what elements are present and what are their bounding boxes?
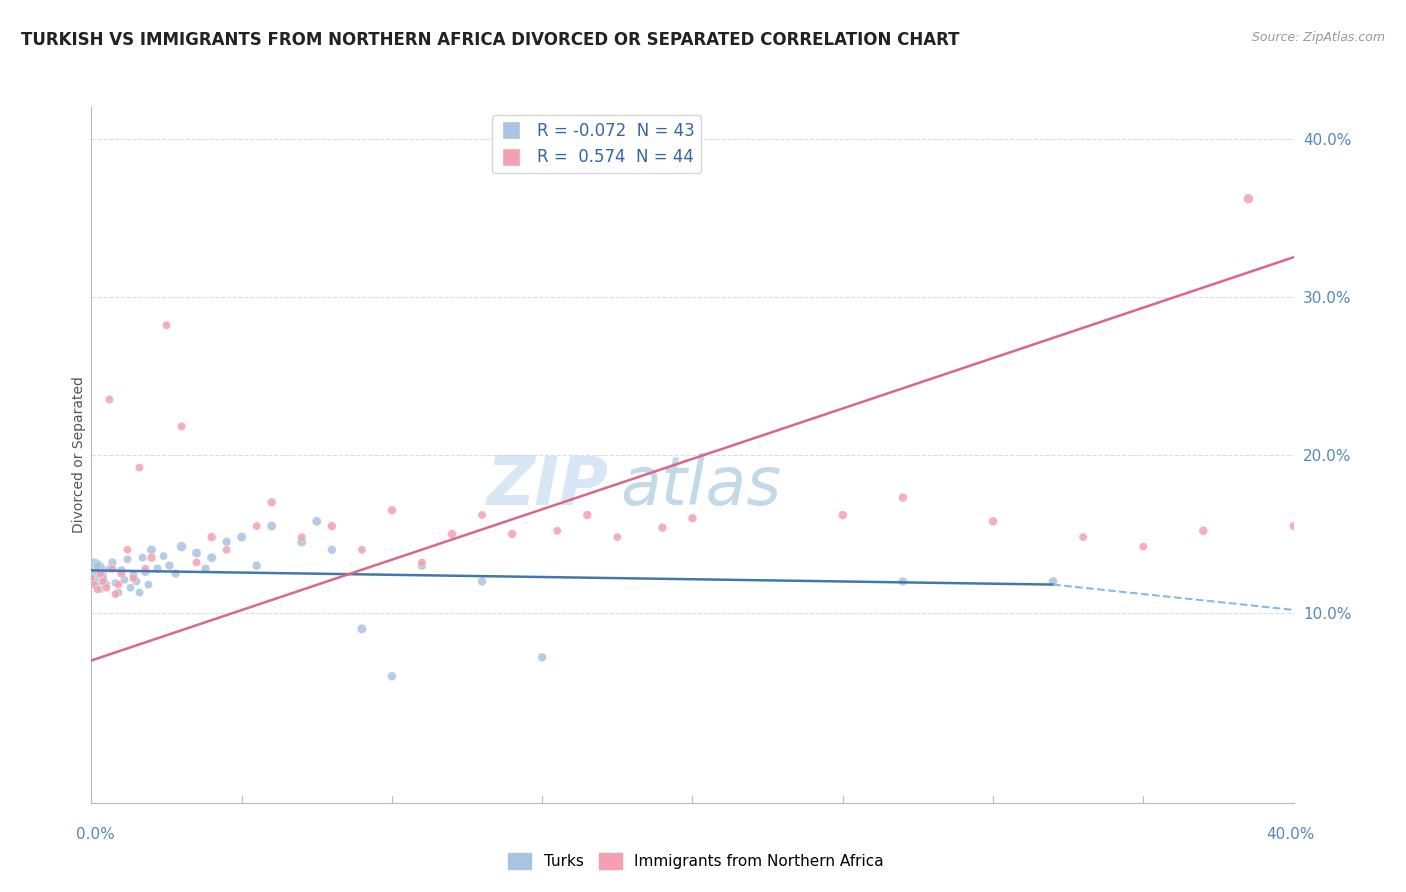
Legend: Turks, Immigrants from Northern Africa: Turks, Immigrants from Northern Africa bbox=[502, 847, 890, 875]
Point bbox=[411, 556, 433, 570]
Point bbox=[215, 542, 238, 557]
Point bbox=[201, 550, 224, 565]
Point bbox=[891, 574, 914, 589]
Point bbox=[98, 562, 121, 576]
Point bbox=[134, 562, 156, 576]
Point bbox=[138, 577, 160, 591]
Point bbox=[114, 573, 136, 587]
Point bbox=[471, 574, 494, 589]
Text: ZIP: ZIP bbox=[486, 453, 609, 519]
Point bbox=[321, 519, 343, 533]
Point bbox=[117, 552, 139, 566]
Point bbox=[1192, 524, 1215, 538]
Text: Source: ZipAtlas.com: Source: ZipAtlas.com bbox=[1251, 31, 1385, 45]
Point bbox=[98, 392, 121, 407]
Point bbox=[86, 558, 108, 573]
Point bbox=[321, 542, 343, 557]
Point bbox=[117, 542, 139, 557]
Point bbox=[981, 514, 1004, 528]
Point bbox=[107, 577, 129, 591]
Point bbox=[86, 582, 108, 597]
Point bbox=[381, 503, 404, 517]
Point bbox=[93, 574, 115, 589]
Point bbox=[96, 577, 118, 591]
Point bbox=[186, 546, 208, 560]
Point bbox=[291, 534, 314, 549]
Point bbox=[80, 566, 103, 581]
Point bbox=[170, 540, 193, 554]
Point bbox=[165, 566, 187, 581]
Point bbox=[89, 582, 111, 597]
Point bbox=[1071, 530, 1094, 544]
Point bbox=[122, 568, 145, 582]
Point bbox=[1282, 519, 1305, 533]
Point bbox=[80, 571, 103, 585]
Point bbox=[134, 565, 156, 579]
Y-axis label: Divorced or Separated: Divorced or Separated bbox=[72, 376, 86, 533]
Point bbox=[155, 318, 177, 333]
Point bbox=[104, 587, 127, 601]
Point bbox=[159, 558, 181, 573]
Point bbox=[104, 576, 127, 591]
Point bbox=[141, 550, 163, 565]
Point bbox=[201, 530, 224, 544]
Point bbox=[128, 460, 150, 475]
Point bbox=[152, 549, 174, 563]
Point bbox=[83, 574, 105, 589]
Text: 0.0%: 0.0% bbox=[76, 827, 115, 841]
Text: TURKISH VS IMMIGRANTS FROM NORTHERN AFRICA DIVORCED OR SEPARATED CORRELATION CHA: TURKISH VS IMMIGRANTS FROM NORTHERN AFRI… bbox=[21, 31, 959, 49]
Point bbox=[501, 527, 523, 541]
Point bbox=[141, 542, 163, 557]
Point bbox=[305, 514, 328, 528]
Point bbox=[381, 669, 404, 683]
Point bbox=[546, 524, 568, 538]
Text: atlas: atlas bbox=[620, 453, 782, 519]
Point bbox=[125, 574, 148, 589]
Point bbox=[606, 530, 628, 544]
Point bbox=[1132, 540, 1154, 554]
Point bbox=[101, 556, 124, 570]
Point bbox=[170, 419, 193, 434]
Point bbox=[101, 562, 124, 576]
Point bbox=[651, 521, 673, 535]
Point bbox=[246, 519, 269, 533]
Point bbox=[681, 511, 703, 525]
Point bbox=[128, 585, 150, 599]
Point bbox=[576, 508, 599, 522]
Point bbox=[120, 581, 142, 595]
Point bbox=[1237, 192, 1260, 206]
Point bbox=[246, 558, 269, 573]
Point bbox=[93, 571, 115, 585]
Point bbox=[122, 571, 145, 585]
Point bbox=[110, 563, 132, 577]
Point bbox=[260, 495, 283, 509]
Point bbox=[186, 556, 208, 570]
Point bbox=[107, 585, 129, 599]
Point bbox=[411, 558, 433, 573]
Point bbox=[350, 622, 373, 636]
Point bbox=[231, 530, 253, 544]
Point bbox=[891, 491, 914, 505]
Point bbox=[146, 562, 169, 576]
Point bbox=[110, 566, 132, 581]
Point bbox=[471, 508, 494, 522]
Point bbox=[96, 581, 118, 595]
Point bbox=[1042, 574, 1064, 589]
Point bbox=[531, 650, 554, 665]
Point bbox=[350, 542, 373, 557]
Point bbox=[131, 550, 153, 565]
Text: 40.0%: 40.0% bbox=[1267, 827, 1315, 841]
Point bbox=[83, 577, 105, 591]
Point bbox=[440, 527, 463, 541]
Point bbox=[831, 508, 853, 522]
Point bbox=[215, 534, 238, 549]
Point bbox=[194, 562, 217, 576]
Point bbox=[260, 519, 283, 533]
Legend: R = -0.072  N = 43, R =  0.574  N = 44: R = -0.072 N = 43, R = 0.574 N = 44 bbox=[492, 115, 702, 173]
Point bbox=[89, 566, 111, 581]
Point bbox=[291, 530, 314, 544]
